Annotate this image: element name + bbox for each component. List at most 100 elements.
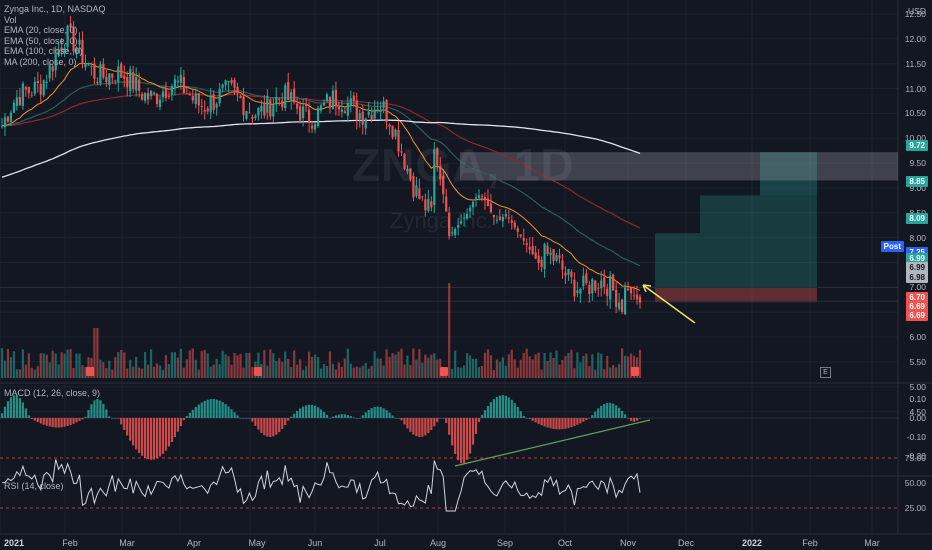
macd-bar xyxy=(403,418,406,425)
volume-bar xyxy=(591,354,594,378)
candle xyxy=(349,98,352,106)
volume-bar xyxy=(236,355,239,378)
macd-tick: -0.20 xyxy=(906,451,926,461)
candle xyxy=(302,106,305,119)
volume-bar xyxy=(567,352,570,378)
macd-bar xyxy=(278,418,281,433)
price-badge: 6.98 xyxy=(906,272,928,283)
candle xyxy=(84,63,87,68)
volume-bar xyxy=(507,354,510,378)
candle xyxy=(117,66,120,83)
macd-bar xyxy=(433,418,436,427)
volume-bar xyxy=(3,360,7,378)
candle xyxy=(248,112,251,114)
candle xyxy=(254,115,257,118)
macd-bar xyxy=(170,418,174,443)
candle xyxy=(0,125,4,127)
candle xyxy=(489,203,493,213)
candle xyxy=(412,176,415,198)
volume-bar xyxy=(152,366,156,378)
annotation-arrow xyxy=(642,284,696,324)
volume-bar xyxy=(239,353,242,378)
volume-bar xyxy=(146,364,150,378)
volume-bar xyxy=(275,361,278,378)
macd-bar xyxy=(626,418,630,419)
candle xyxy=(376,109,379,112)
volume-bar xyxy=(498,361,501,378)
candle xyxy=(48,65,51,79)
macd-bar xyxy=(30,418,33,419)
macd-bar xyxy=(146,418,150,460)
indicator-ema100[interactable]: EMA (100, close, 0) xyxy=(4,46,83,56)
volume-bar xyxy=(227,356,230,378)
price-badge: 6.99 xyxy=(906,262,928,273)
macd-bar xyxy=(451,418,454,446)
volume-bar xyxy=(170,352,174,378)
rsi-tick: 25.00 xyxy=(904,503,926,513)
time-tick: Feb xyxy=(802,538,818,548)
volume-bar xyxy=(579,362,582,378)
macd-bar xyxy=(36,418,39,423)
volume-bar xyxy=(546,360,549,378)
indicator-ema20[interactable]: EMA (20, close, 0) xyxy=(4,25,78,35)
volume-bar xyxy=(102,361,105,378)
rsi-label[interactable]: RSI (14, close) xyxy=(4,481,64,491)
volume-bar xyxy=(176,357,179,378)
candle xyxy=(304,104,308,107)
macd-bar xyxy=(72,418,75,424)
volume-bar xyxy=(427,357,430,378)
indicator-ma200[interactable]: MA (200, close, 0) xyxy=(4,56,77,67)
candle xyxy=(370,114,373,120)
volume-bar xyxy=(167,363,171,378)
macd-bar xyxy=(164,418,168,451)
macd-bar xyxy=(406,418,409,429)
volume-bar xyxy=(436,359,439,378)
candle xyxy=(331,90,335,109)
candle xyxy=(257,108,260,116)
volume-bar xyxy=(6,349,10,378)
macd-bar xyxy=(588,418,591,419)
macd-bar xyxy=(257,418,260,430)
macd-bar xyxy=(618,407,621,418)
macd-bar xyxy=(45,418,48,426)
macd-bar xyxy=(510,399,513,418)
macd-bar xyxy=(463,418,466,464)
volume-bar xyxy=(463,365,466,378)
volume-bar xyxy=(209,366,212,378)
candle xyxy=(358,113,361,119)
price-tick: 11.00 xyxy=(905,83,926,94)
candle xyxy=(233,79,236,88)
candle xyxy=(60,47,63,51)
candle xyxy=(588,285,591,295)
candle xyxy=(108,73,111,86)
earnings-marker[interactable]: E xyxy=(820,367,831,378)
indicator-ema50[interactable]: EMA (50, close, 0) xyxy=(4,35,78,46)
macd-label[interactable]: MACD (12, 26, close, 9) xyxy=(4,388,101,398)
macd-bar xyxy=(215,399,218,418)
volume-bar xyxy=(606,355,609,378)
indicator-vol[interactable]: Vol xyxy=(4,14,17,25)
time-tick: Mar xyxy=(119,538,135,548)
macd-bar xyxy=(233,412,236,418)
volume-bar xyxy=(200,351,203,378)
macd-bar xyxy=(552,418,555,429)
volume-bar xyxy=(451,368,454,378)
macd-bar xyxy=(203,400,206,418)
price-badge: 6.70 xyxy=(906,292,928,303)
candle xyxy=(281,100,284,108)
candle xyxy=(27,86,30,94)
candle xyxy=(203,110,206,112)
macd-bar xyxy=(322,411,326,418)
macd-bar xyxy=(290,416,293,418)
candle xyxy=(230,79,233,84)
volume-bar xyxy=(594,369,597,378)
macd-bar xyxy=(81,418,84,420)
volume-bar xyxy=(173,352,177,378)
candle xyxy=(519,234,522,237)
macd-bar xyxy=(325,414,329,418)
candle xyxy=(474,197,478,199)
macd-bar xyxy=(468,418,472,454)
candle xyxy=(129,68,132,91)
candle xyxy=(367,111,370,115)
